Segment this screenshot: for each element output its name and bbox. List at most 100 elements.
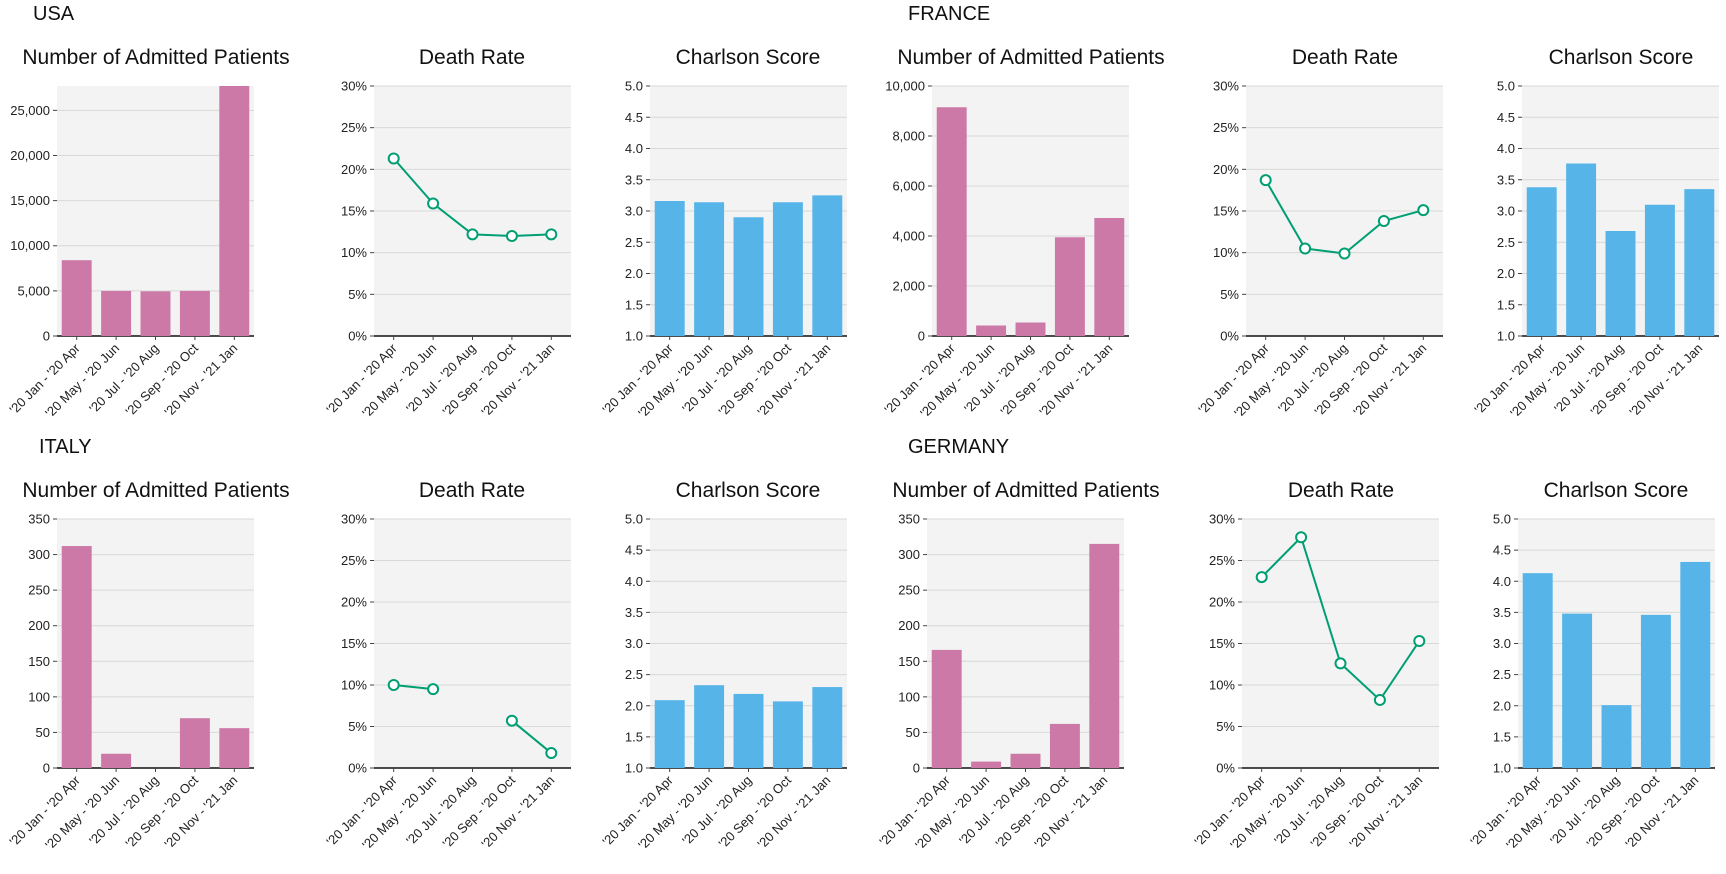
y-tick-label: 25% [341,553,367,568]
bar [1089,543,1120,768]
bar [654,201,685,336]
y-tick-label: 5,000 [17,283,50,298]
series-line-segment [1339,662,1381,701]
y-tick-label: 4.5 [625,110,643,125]
x-tick-label: '20 Jan - '20 Apr [6,340,83,417]
data-point [387,679,400,691]
y-tick-label: 15% [341,636,367,651]
bar [772,701,803,768]
y-tick-label: 4.0 [1497,141,1515,156]
x-tick-label: '20 Jul - '20 Aug [86,341,161,416]
y-tick-label: 350 [28,512,50,527]
y-tick-label: 5% [348,287,367,302]
bar [733,693,764,768]
series-line-segment [432,202,474,236]
y-tick-label: 0 [918,329,925,344]
bar [1094,218,1125,336]
data-point [1259,174,1272,187]
bar [140,291,171,336]
y-tick-label: 1.5 [1493,729,1511,744]
x-tick-label: '20 Jul - '20 Aug [1547,773,1622,848]
bar [1605,231,1636,336]
y-tick-label: 250 [898,583,920,598]
x-tick-label: '20 Jan - '20 Apr [599,772,676,849]
chart-panel: Death Rate 0% 5% 10% 15% 20% 25% 30% '20 Jan - '… [1191,479,1439,853]
chart-panel: Charlson Score 1.0 1.5 2.0 2.5 3.0 3.5 4.0 4.5 5.… [1467,479,1715,853]
y-tick-label: 4.0 [625,574,643,589]
x-tick-label: '20 Jul - '20 Aug [403,773,478,848]
y-tick-label: 250 [28,583,50,598]
chart-panel: Death Rate 0% 5% 10% 15% 20% 25% 30% '20 Jan - '… [1195,46,1443,421]
y-tick-label: 4.5 [1497,110,1515,125]
y-tick-label: 4,000 [892,229,925,244]
y-tick-label: 2.5 [625,667,643,682]
x-tick-label: '20 Nov - '21 Jan [478,341,557,420]
y-tick-label: 4.0 [625,141,643,156]
x-tick-label: '20 Jul - '20 Aug [1275,341,1350,416]
y-tick-label: 50 [36,725,50,740]
data-point [505,714,518,727]
data-point [1255,571,1268,584]
y-tick-label: 5% [348,719,367,734]
bar [1601,705,1632,768]
series-line-segment [1383,209,1424,222]
chart-title: Charlson Score [1549,46,1694,69]
y-tick-label: 0 [43,761,50,776]
data-point [387,152,400,165]
bar [179,718,210,768]
y-tick-label: 15% [341,204,367,219]
y-tick-label: 15,000 [10,193,50,208]
data-point [427,683,440,696]
data-point [1334,657,1347,670]
y-tick-label: 25% [1213,120,1239,135]
x-tick-label: '20 Jul - '20 Aug [961,341,1036,416]
bar [1054,237,1085,336]
bar [1680,561,1711,768]
bar [1640,614,1671,768]
series-line-segment [1343,220,1385,255]
data-point [1295,531,1308,544]
bar [1526,187,1557,336]
y-tick-label: 2.0 [1493,698,1511,713]
chart-title: Number of Admitted Patients [897,46,1164,69]
data-point [466,228,479,241]
series-line-segment [1264,179,1306,249]
series-line-segment [1304,247,1345,255]
chart-title: Charlson Score [676,479,821,502]
y-tick-label: 20% [341,162,367,177]
y-tick-label: 300 [898,547,920,562]
bar [936,107,967,336]
bar [931,649,962,768]
x-tick-label: '20 Nov - '21 Jan [478,773,557,852]
x-tick-label: '20 Nov - '21 Jan [754,773,833,852]
x-tick-label: '20 Jul - '20 Aug [1271,773,1346,848]
country-label-usa: USA [33,3,75,25]
bar [1010,753,1041,768]
y-tick-label: 2.5 [1497,235,1515,250]
bar [971,761,1002,768]
y-tick-label: 8,000 [892,129,925,144]
x-tick-label: '20 Nov - '21 Jan [1036,341,1115,420]
y-tick-label: 25,000 [10,103,50,118]
bar [219,728,250,768]
x-tick-label: '20 Nov - '21 Jan [161,341,240,420]
bar [654,700,685,768]
bar [812,195,843,336]
y-tick-label: 30% [1209,512,1235,527]
data-point [505,230,518,242]
y-tick-label: 2.0 [1497,266,1515,281]
bar [976,325,1007,336]
y-tick-label: 2.5 [625,235,643,250]
y-tick-label: 3.0 [625,636,643,651]
x-tick-label: '20 Nov - '21 Jan [1346,773,1425,852]
x-tick-label: '20 Nov - '21 Jan [1622,773,1701,852]
y-tick-label: 10,000 [885,79,925,94]
y-tick-label: 5.0 [625,79,643,94]
y-tick-label: 300 [28,547,50,562]
y-tick-label: 0 [43,329,50,344]
x-tick-label: '20 Jul - '20 Aug [86,773,161,848]
x-tick-label: '20 Jul - '20 Aug [1551,341,1626,416]
data-point [1299,242,1312,255]
y-tick-label: 2.5 [1493,667,1511,682]
